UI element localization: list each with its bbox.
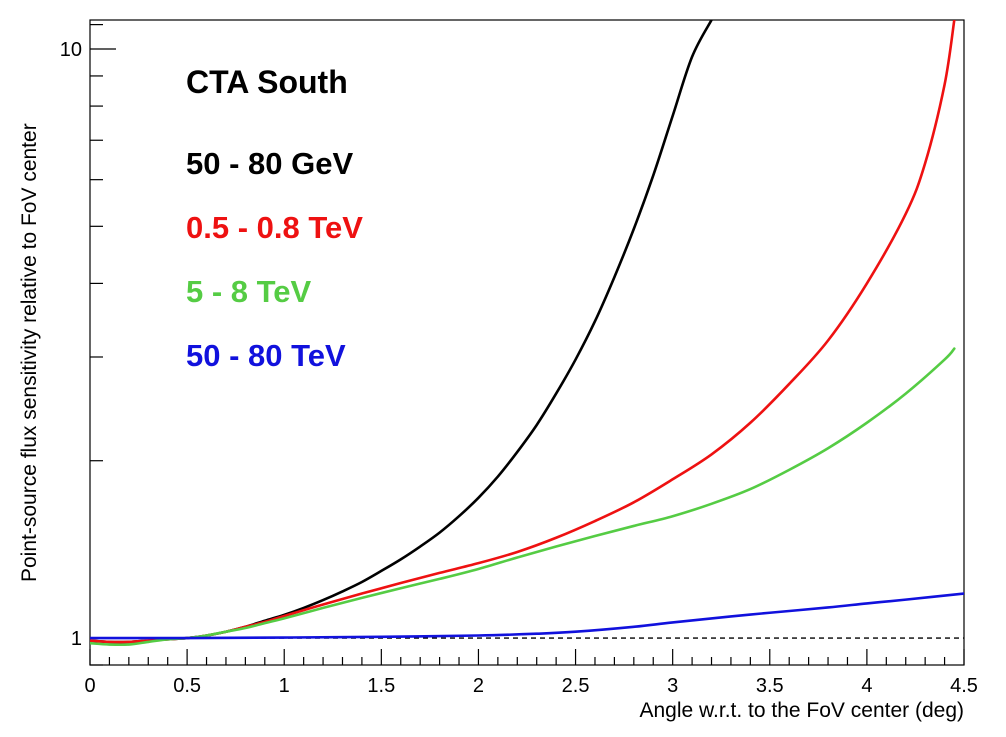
x-tick-label: 2: [473, 675, 484, 697]
plot-frame: [89, 19, 965, 666]
x-tick-label: 4.5: [950, 675, 978, 697]
series-layer: [90, 20, 964, 647]
x-tick-label: 0: [84, 675, 95, 697]
series-line-4: [90, 592, 964, 640]
chart-title: CTA South: [186, 64, 348, 100]
legend: 50 - 80 GeV 0.5 - 0.8 TeV 5 - 8 TeV 50 - 80…: [186, 146, 363, 373]
y-axis-title: Point-source flux sensitivity relative t…: [18, 123, 41, 582]
x-tick-label: 3.5: [756, 675, 784, 697]
legend-entry-4: 50 - 80 TeV: [186, 338, 346, 373]
series-line-2: [90, 20, 956, 644]
x-tick-label: 2.5: [562, 675, 590, 697]
legend-entry-2: 0.5 - 0.8 TeV: [186, 210, 363, 245]
x-tick-label: 3: [667, 675, 678, 697]
tick-labels: 0 0.5 1 1.5 2 2.5 3 3.5 4 4.5 1 10: [60, 39, 978, 697]
legend-entry-3: 5 - 8 TeV: [186, 274, 312, 309]
x-tick-label: 1: [279, 675, 290, 697]
axis-ticks: [89, 24, 965, 666]
x-tick-label: 1.5: [367, 675, 395, 697]
x-axis-title: Angle w.r.t. to the FoV center (deg): [639, 699, 964, 722]
y-tick-label: 1: [71, 628, 82, 650]
x-tick-label: 0.5: [173, 675, 201, 697]
series-line-3: [90, 347, 956, 647]
series-line-1: [90, 20, 713, 644]
x-tick-label: 4: [861, 675, 872, 697]
y-tick-label: 10: [60, 39, 82, 61]
legend-entry-1: 50 - 80 GeV: [186, 146, 353, 181]
